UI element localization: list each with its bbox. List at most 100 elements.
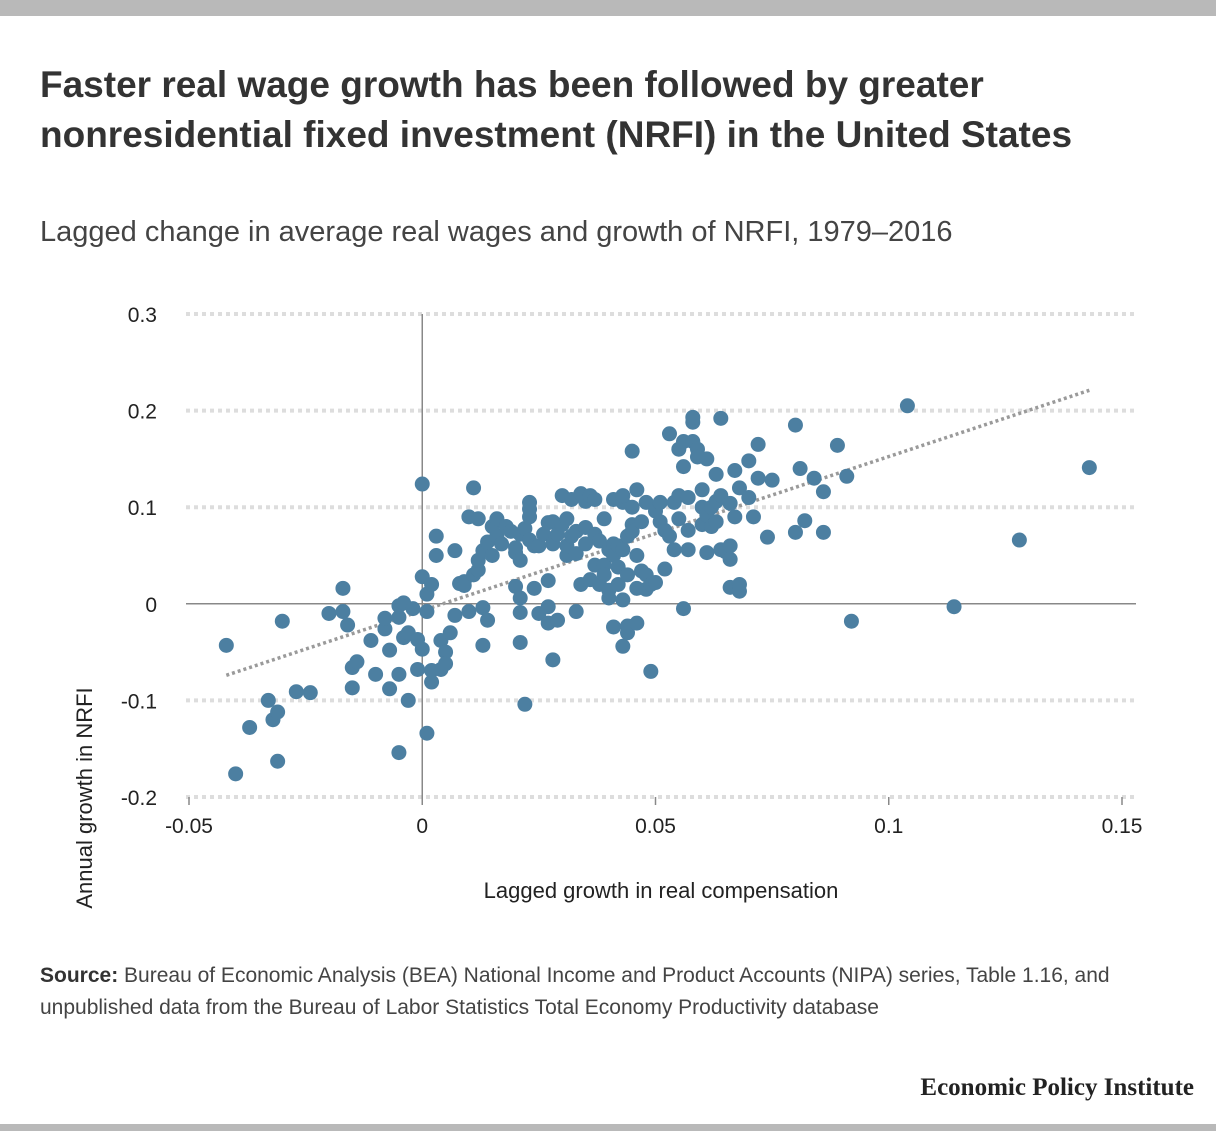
data-point-221	[815, 524, 831, 540]
data-point-220	[806, 470, 822, 486]
data-point-48	[438, 656, 454, 672]
data-point-95	[540, 599, 556, 615]
data-point-105	[559, 511, 575, 527]
data-point-164	[652, 494, 668, 510]
data-point-149	[624, 499, 640, 515]
data-point-42	[424, 674, 440, 690]
data-point-167	[661, 528, 677, 544]
data-point-206	[731, 480, 747, 496]
data-point-18	[368, 666, 384, 682]
data-point-211	[745, 509, 761, 525]
data-point-92	[536, 526, 552, 542]
data-point-160	[643, 663, 659, 679]
x-tick-label-3: 0.1	[874, 815, 903, 838]
data-point-229	[1081, 460, 1097, 476]
y-tick-label-4: -0.1	[121, 690, 157, 713]
data-point-170	[666, 542, 682, 558]
data-point-225	[843, 613, 859, 629]
data-point-137	[615, 592, 631, 608]
data-point-47	[438, 644, 454, 660]
data-point-3	[260, 692, 276, 708]
data-point-187	[694, 482, 710, 498]
data-point-55	[461, 604, 477, 620]
data-point-203	[722, 538, 738, 554]
data-point-35	[414, 476, 430, 492]
data-point-114	[578, 536, 594, 552]
data-point-188	[699, 545, 715, 561]
data-point-19	[377, 621, 393, 637]
data-point-145	[620, 625, 636, 641]
data-point-8	[288, 684, 304, 700]
data-point-135	[610, 576, 626, 592]
data-point-6	[270, 704, 286, 720]
data-point-91	[531, 538, 547, 554]
data-point-166	[657, 561, 673, 577]
data-point-83	[517, 696, 533, 712]
data-point-5	[270, 753, 286, 769]
data-point-109	[568, 546, 584, 562]
data-point-37	[419, 604, 435, 620]
data-point-79	[512, 634, 528, 650]
data-point-204	[727, 509, 743, 525]
data-point-178	[680, 490, 696, 506]
data-point-51	[447, 607, 463, 623]
data-point-96	[540, 573, 556, 589]
data-point-87	[522, 494, 538, 510]
data-point-216	[787, 417, 803, 433]
scatter-chart: -0.05 0 0.05 0.1 0.15 0.3 0.2 0.1 0 -0.1 -0.2 Lagg…	[72, 304, 1143, 909]
data-point-126	[596, 567, 612, 583]
data-point-198	[713, 410, 729, 426]
data-point-202	[722, 551, 738, 567]
data-point-16	[349, 654, 365, 670]
data-point-179	[680, 522, 696, 538]
data-point-80	[512, 604, 528, 620]
data-point-67	[484, 548, 500, 563]
data-point-0	[218, 637, 234, 653]
y-tick-label-3: 0	[145, 594, 157, 617]
data-point-20	[377, 610, 393, 626]
trendline	[225, 388, 1090, 677]
data-point-71	[494, 536, 510, 552]
data-point-54	[456, 577, 472, 593]
data-point-189	[699, 451, 715, 467]
data-point-172	[671, 511, 687, 527]
data-point-154	[634, 514, 650, 530]
data-point-151	[629, 548, 645, 563]
tick-labels: -0.05 0 0.05 0.1 0.15 0.3 0.2 0.1 0 -0.1 -0.2	[121, 304, 1143, 838]
data-point-194	[708, 466, 724, 482]
data-point-29	[400, 692, 416, 708]
data-point-25	[391, 666, 407, 682]
data-point-76	[508, 578, 524, 594]
data-point-147	[624, 523, 640, 539]
data-point-181	[685, 409, 701, 425]
source-label: Source:	[40, 964, 119, 987]
data-point-39	[419, 725, 435, 741]
data-point-7	[274, 613, 290, 629]
data-point-26	[391, 745, 407, 761]
data-point-153	[629, 482, 645, 498]
data-point-224	[839, 468, 855, 484]
data-point-227	[946, 599, 962, 615]
data-point-162	[648, 575, 663, 591]
chart-subtitle: Lagged change in average real wages and …	[40, 216, 953, 248]
data-point-59	[470, 511, 486, 527]
data-point-200	[722, 495, 738, 511]
source-note: Source: Bureau of Economic Analysis (BEA…	[40, 960, 1150, 1024]
data-point-214	[759, 529, 775, 545]
axes	[186, 314, 1136, 805]
data-point-1	[228, 766, 244, 782]
data-point-110	[568, 604, 584, 620]
data-point-223	[829, 437, 845, 453]
data-point-78	[512, 590, 528, 606]
data-point-49	[442, 625, 458, 641]
data-point-88	[526, 580, 542, 596]
y-tick-label-2: 0.1	[128, 497, 157, 520]
trendline-group	[225, 388, 1090, 677]
data-point-141	[615, 638, 631, 654]
data-point-215	[764, 472, 780, 488]
x-tick-label-0: -0.05	[165, 815, 213, 838]
data-point-152	[629, 615, 645, 631]
data-point-21	[382, 642, 398, 658]
data-point-100	[550, 612, 566, 628]
data-point-13	[340, 617, 356, 633]
